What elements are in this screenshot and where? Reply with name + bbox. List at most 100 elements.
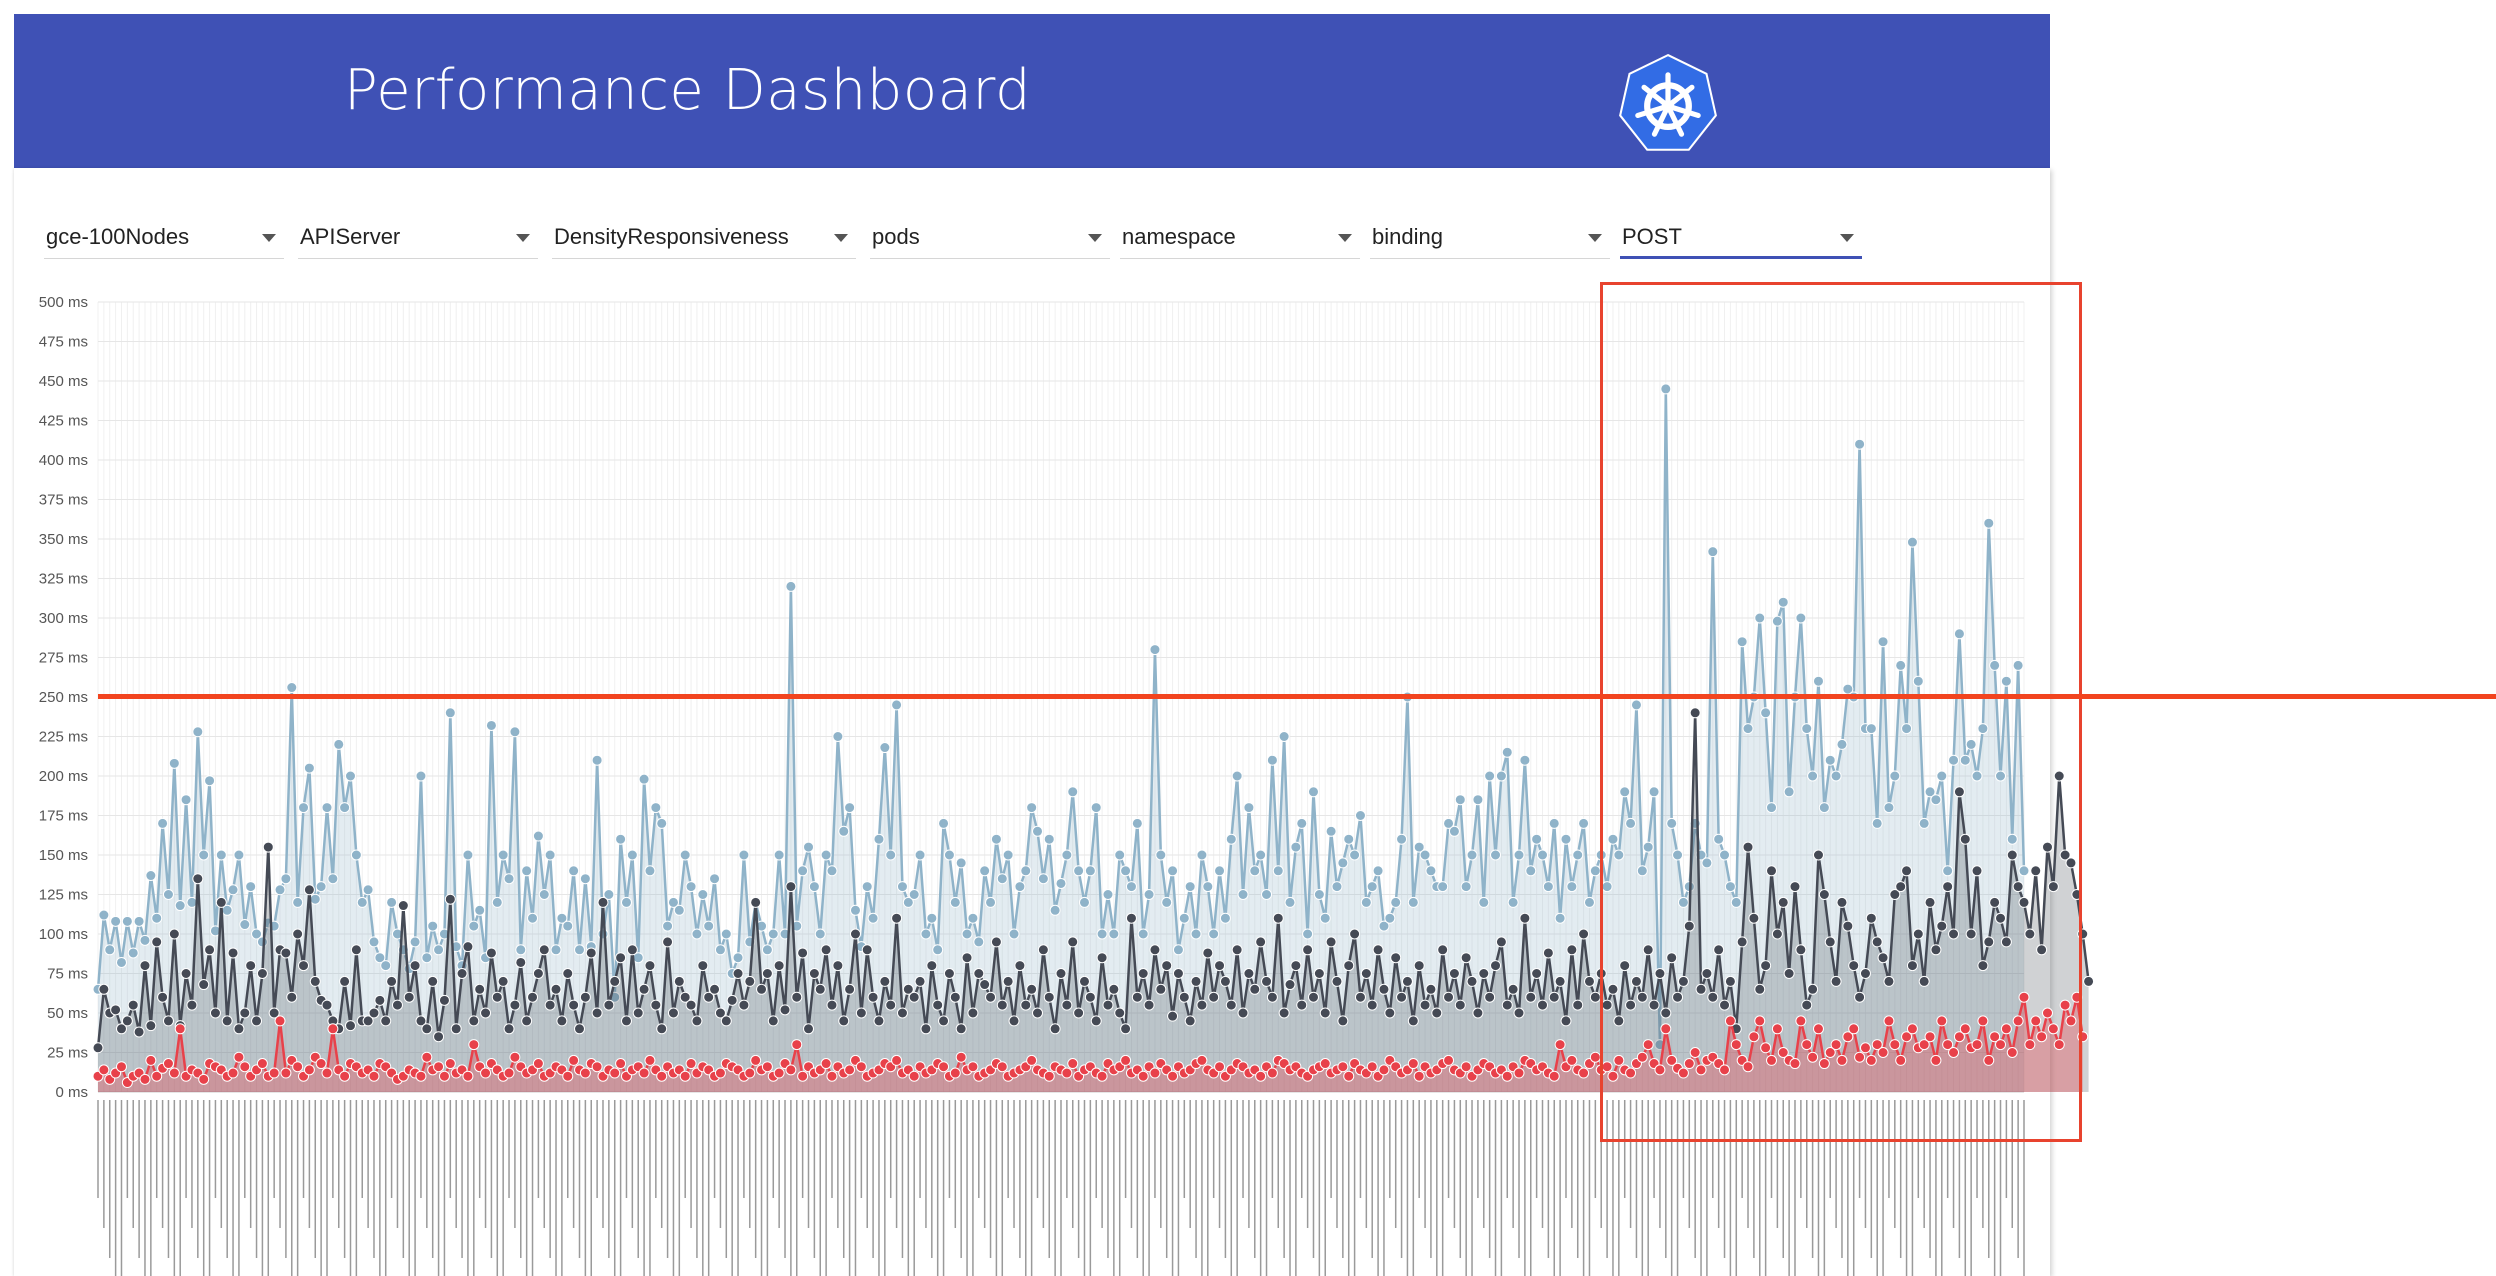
data-point[interactable] xyxy=(1766,865,1778,877)
data-point[interactable] xyxy=(1572,849,1584,861)
data-point[interactable] xyxy=(673,904,685,916)
data-point[interactable] xyxy=(1889,889,1901,900)
data-point[interactable] xyxy=(1325,936,1337,948)
data-point[interactable] xyxy=(2059,999,2071,1011)
data-point[interactable] xyxy=(321,999,333,1011)
data-point[interactable] xyxy=(1871,817,1883,829)
data-point[interactable] xyxy=(1613,1054,1625,1066)
data-point[interactable] xyxy=(615,833,627,845)
data-point[interactable] xyxy=(2059,849,2071,861)
data-point[interactable] xyxy=(855,1061,867,1073)
data-point[interactable] xyxy=(1572,999,1584,1011)
data-point[interactable] xyxy=(697,889,709,900)
data-point[interactable] xyxy=(1942,1039,1954,1051)
data-point[interactable] xyxy=(1871,936,1883,948)
data-point[interactable] xyxy=(1818,889,1830,900)
data-point[interactable] xyxy=(1078,975,1090,987)
data-point[interactable] xyxy=(1343,1070,1355,1082)
data-point[interactable] xyxy=(1407,1058,1419,1070)
data-point[interactable] xyxy=(1190,928,1202,940)
data-point[interactable] xyxy=(1895,881,1907,893)
data-point[interactable] xyxy=(1730,1039,1742,1051)
data-point[interactable] xyxy=(1466,975,1478,987)
data-point[interactable] xyxy=(1272,865,1284,877)
data-point[interactable] xyxy=(1724,881,1736,893)
data-point[interactable] xyxy=(1337,857,1349,869)
data-point[interactable] xyxy=(726,994,738,1006)
data-point[interactable] xyxy=(256,968,268,979)
data-point[interactable] xyxy=(1120,1054,1132,1066)
data-point[interactable] xyxy=(1296,817,1308,829)
test-select[interactable]: DensityResponsiveness xyxy=(552,212,856,259)
data-point[interactable] xyxy=(943,968,955,979)
data-point[interactable] xyxy=(1560,1015,1572,1027)
data-point[interactable] xyxy=(1490,960,1502,972)
data-point[interactable] xyxy=(521,1015,533,1027)
data-point[interactable] xyxy=(2006,849,2018,861)
data-point[interactable] xyxy=(1037,873,1049,885)
data-point[interactable] xyxy=(644,1054,656,1066)
data-point[interactable] xyxy=(574,1023,585,1035)
data-point[interactable] xyxy=(1695,1064,1707,1076)
data-point[interactable] xyxy=(1219,975,1231,987)
data-point[interactable] xyxy=(2018,896,2030,908)
data-point[interactable] xyxy=(1795,612,1807,624)
data-point[interactable] xyxy=(1666,952,1678,964)
data-point[interactable] xyxy=(1067,936,1079,948)
data-point[interactable] xyxy=(1965,738,1977,750)
data-point[interactable] xyxy=(1666,1054,1678,1066)
data-point[interactable] xyxy=(1630,975,1642,987)
data-point[interactable] xyxy=(1836,896,1848,908)
data-point[interactable] xyxy=(820,849,832,861)
data-point[interactable] xyxy=(286,991,298,1003)
data-point[interactable] xyxy=(1149,644,1161,656)
data-point[interactable] xyxy=(462,849,474,861)
data-point[interactable] xyxy=(1366,999,1378,1011)
data-point[interactable] xyxy=(262,841,274,853)
data-point[interactable] xyxy=(157,817,169,829)
data-point[interactable] xyxy=(1824,1047,1836,1058)
data-point[interactable] xyxy=(1601,881,1613,893)
data-point[interactable] xyxy=(1695,983,1707,995)
data-point[interactable] xyxy=(368,936,380,948)
data-point[interactable] xyxy=(2053,1039,2065,1051)
data-point[interactable] xyxy=(1936,770,1948,782)
data-point[interactable] xyxy=(1677,1067,1689,1079)
data-point[interactable] xyxy=(485,947,497,959)
data-point[interactable] xyxy=(239,1061,251,1073)
data-point[interactable] xyxy=(1372,944,1384,956)
data-point[interactable] xyxy=(1043,1070,1055,1082)
data-point[interactable] xyxy=(204,775,216,787)
data-point[interactable] xyxy=(685,881,697,893)
data-point[interactable] xyxy=(1836,738,1848,750)
data-point[interactable] xyxy=(1977,960,1989,972)
data-point[interactable] xyxy=(744,975,756,987)
data-point[interactable] xyxy=(180,968,192,979)
data-point[interactable] xyxy=(1995,1039,2007,1051)
data-point[interactable] xyxy=(433,1061,445,1073)
resource-select[interactable]: pods xyxy=(870,212,1110,259)
data-point[interactable] xyxy=(656,1070,668,1082)
data-point[interactable] xyxy=(1666,817,1678,829)
data-point[interactable] xyxy=(1102,999,1114,1011)
data-point[interactable] xyxy=(996,873,1008,885)
data-point[interactable] xyxy=(139,960,151,972)
data-point[interactable] xyxy=(1266,991,1278,1003)
data-point[interactable] xyxy=(562,968,574,979)
data-point[interactable] xyxy=(2012,1015,2024,1027)
data-point[interactable] xyxy=(844,802,856,814)
data-point[interactable] xyxy=(949,991,961,1003)
data-point[interactable] xyxy=(679,991,691,1003)
data-point[interactable] xyxy=(1249,983,1261,995)
data-point[interactable] xyxy=(1883,975,1895,987)
data-point[interactable] xyxy=(1484,770,1496,782)
data-point[interactable] xyxy=(656,1023,668,1035)
data-point[interactable] xyxy=(1771,615,1783,627)
data-point[interactable] xyxy=(985,896,997,908)
data-point[interactable] xyxy=(444,893,456,905)
data-point[interactable] xyxy=(403,991,415,1003)
data-point[interactable] xyxy=(1583,975,1595,987)
data-point[interactable] xyxy=(327,873,339,885)
data-point[interactable] xyxy=(168,928,180,940)
data-point[interactable] xyxy=(298,960,310,972)
